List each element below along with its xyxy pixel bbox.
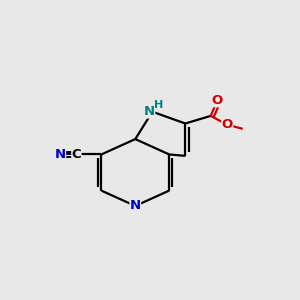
Text: N: N <box>144 105 155 118</box>
Text: C: C <box>72 148 81 161</box>
Text: O: O <box>212 94 223 107</box>
Text: O: O <box>222 118 233 131</box>
Text: N: N <box>130 200 141 212</box>
Text: N: N <box>55 148 66 161</box>
Text: H: H <box>154 100 164 110</box>
